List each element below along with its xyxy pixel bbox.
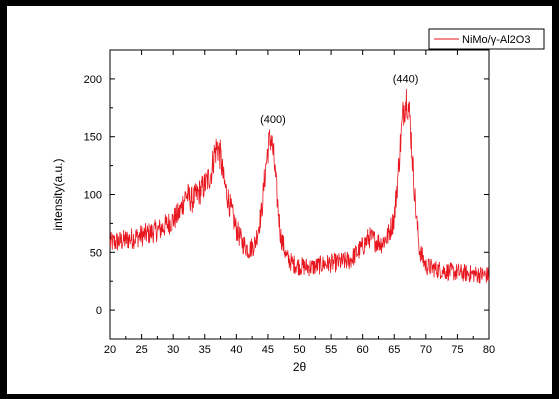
y-tick-label-150: 150 <box>84 132 102 144</box>
y-tick-label-0: 0 <box>96 305 102 317</box>
peak-annotation-1: (440) <box>393 73 419 85</box>
x-tick-label-35: 35 <box>199 344 211 356</box>
x-tick-label-75: 75 <box>451 344 463 356</box>
series-line-nimo <box>109 88 490 284</box>
plot-area-border <box>109 49 490 340</box>
x-tick-label-55: 55 <box>325 344 337 356</box>
y-tick-label-200: 200 <box>84 74 102 86</box>
x-tick-label-50: 50 <box>293 344 305 356</box>
legend-box <box>428 28 545 50</box>
x-tick-label-30: 30 <box>167 344 179 356</box>
y-tick-label-100: 100 <box>84 190 102 202</box>
x-tick-label-70: 70 <box>420 344 432 356</box>
x-tick-label-80: 80 <box>483 344 495 356</box>
legend-label: NiMo/γ-Al2O3 <box>462 34 530 46</box>
xrd-chart: 20 25 30 35 40 45 50 55 60 65 70 75 80 0 50 100 150 200 2θ… <box>51 28 545 374</box>
peak-annotation-0: (400) <box>260 114 286 126</box>
x-tick-label-65: 65 <box>388 344 400 356</box>
chart-frame: 20 25 30 35 40 45 50 55 60 65 70 75 80 0 50 100 150 200 2θ… <box>7 6 552 394</box>
y-tick-label-50: 50 <box>90 247 102 259</box>
x-tick-label-60: 60 <box>357 344 369 356</box>
x-tick-label-40: 40 <box>230 344 242 356</box>
y-axis-title: intensity(a.u.) <box>51 158 65 230</box>
x-tick-label-45: 45 <box>262 344 274 356</box>
x-axis-title: 2θ <box>293 360 307 374</box>
x-tick-label-25: 25 <box>135 344 147 356</box>
x-tick-label-20: 20 <box>104 344 116 356</box>
